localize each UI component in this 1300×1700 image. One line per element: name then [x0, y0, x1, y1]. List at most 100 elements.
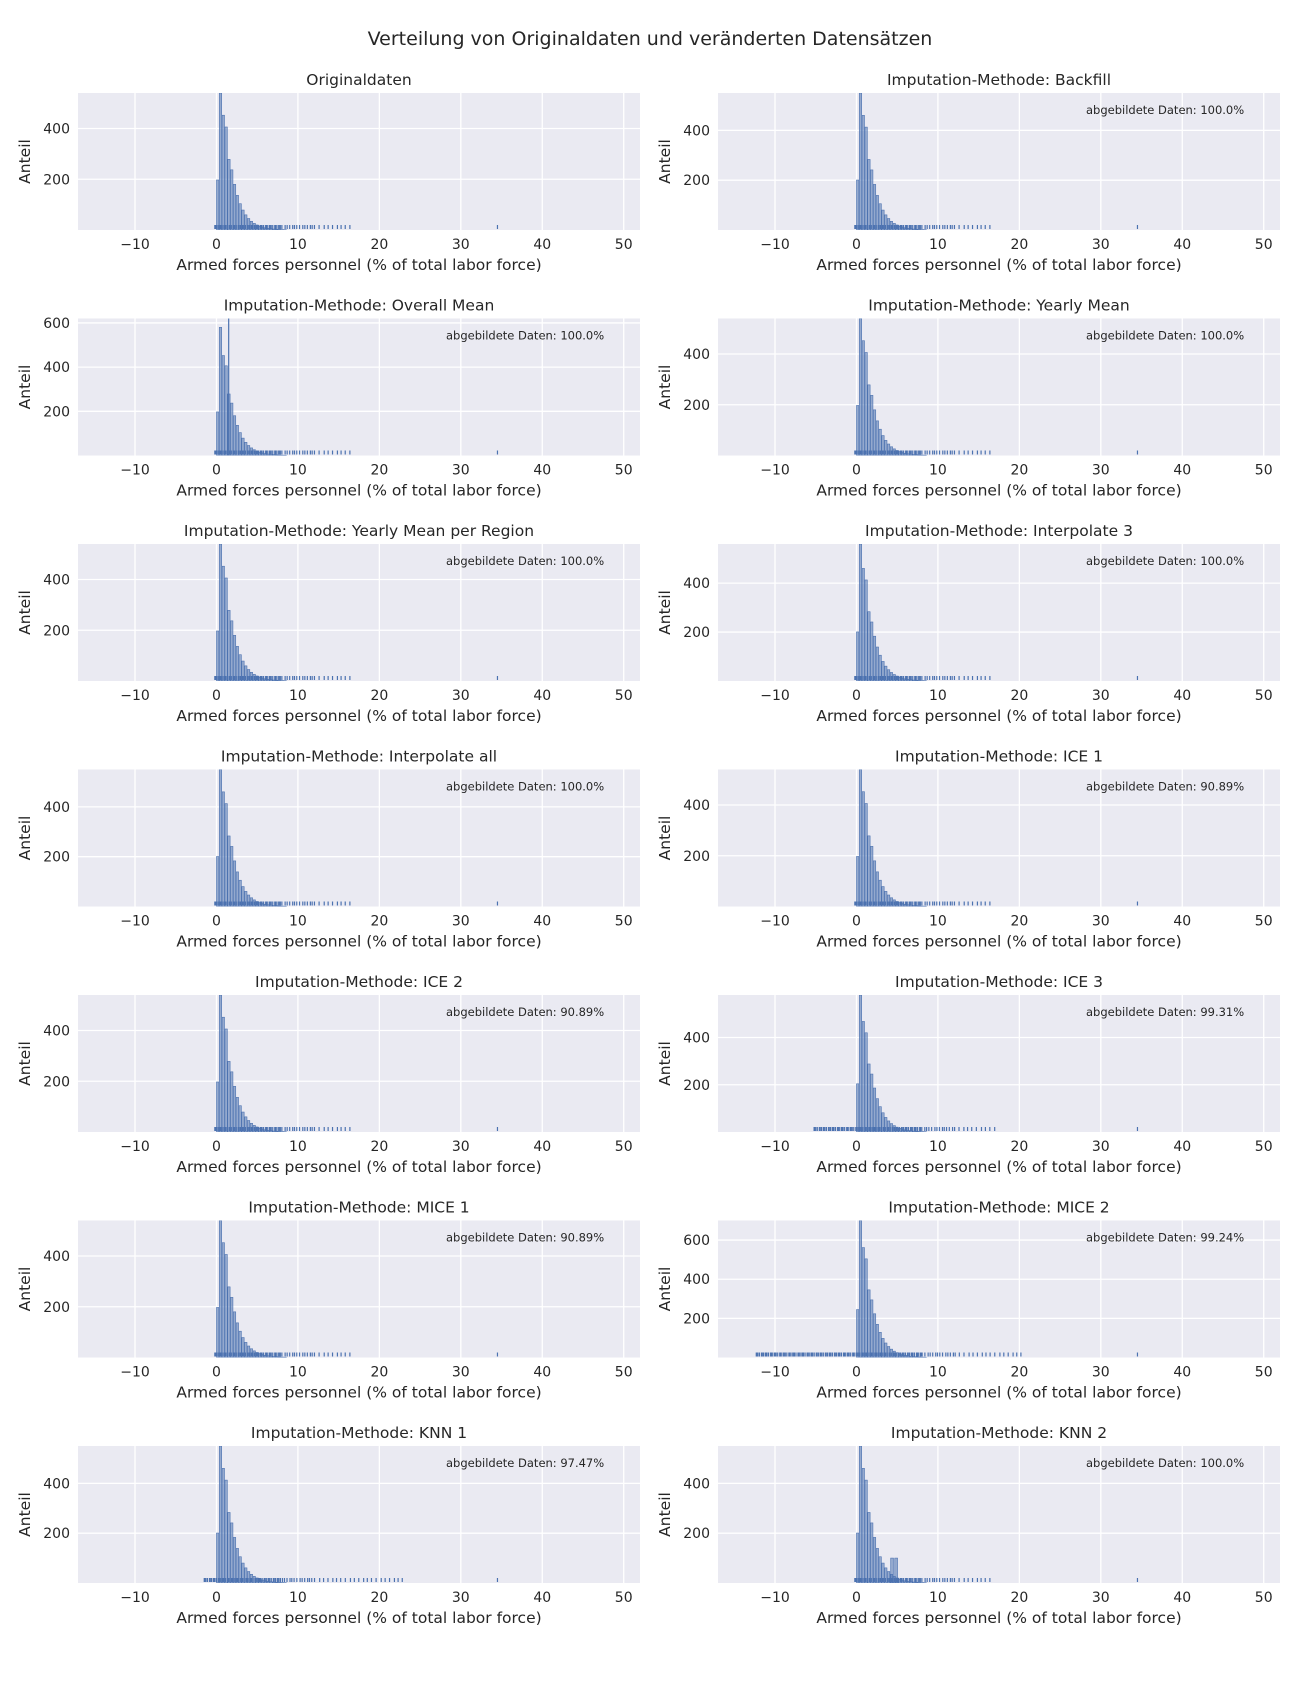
histogram-bar	[272, 1581, 276, 1583]
x-tick-label: −10	[760, 914, 790, 930]
histogram-bar	[241, 437, 245, 456]
y-tick-label: 200	[683, 398, 710, 414]
x-tick-label: 50	[615, 237, 633, 253]
histogram-bar	[216, 630, 220, 681]
x-tick-label: 20	[1010, 914, 1028, 930]
histogram-bar	[884, 1567, 888, 1583]
data-coverage-annotation: abgebildete Daten: 100.0%	[1086, 103, 1244, 117]
x-tick-label: 0	[212, 1139, 221, 1155]
histogram-bar	[917, 229, 921, 230]
y-tick-label: 200	[683, 1078, 710, 1094]
y-axis-label: Anteil	[656, 139, 674, 184]
histogram-bar	[912, 228, 916, 230]
histogram-bar	[235, 425, 239, 456]
y-axis-label: Anteil	[16, 139, 34, 184]
rug-plot	[755, 1352, 1139, 1357]
histogram-bar	[894, 1557, 898, 1583]
y-tick-label: 400	[43, 800, 70, 816]
x-tick-label: 10	[929, 914, 947, 930]
x-tick-label: 20	[370, 237, 388, 253]
histogram-bar	[912, 679, 916, 681]
histogram-bar	[238, 1330, 242, 1358]
y-axis-label: Anteil	[16, 590, 34, 635]
x-tick-label: 50	[1255, 1365, 1273, 1381]
histogram-bar	[873, 409, 877, 456]
x-axis-label: Armed forces personnel (% of total labor…	[176, 1384, 541, 1402]
x-tick-label: −10	[120, 688, 150, 704]
y-tick-label: 200	[683, 173, 710, 189]
x-axis-label: Armed forces personnel (% of total labor…	[176, 707, 541, 725]
rug-plot	[854, 901, 1139, 906]
x-axis-label: Armed forces personnel (% of total labor…	[176, 1158, 541, 1176]
histogram-bar	[221, 1468, 225, 1583]
histogram-bar	[247, 445, 251, 456]
plot-area	[78, 995, 640, 1132]
histogram-bar	[233, 415, 237, 456]
x-tick-label: 50	[615, 463, 633, 479]
x-axis-label: Armed forces personnel (% of total labor…	[816, 1609, 1181, 1627]
plot-area	[718, 1446, 1280, 1583]
histogram-bar	[238, 1556, 242, 1583]
x-axis-label: Armed forces personnel (% of total labor…	[176, 1609, 541, 1627]
data-coverage-annotation: abgebildete Daten: 99.24%	[1086, 1231, 1244, 1245]
x-axis-label: Armed forces personnel (% of total labor…	[816, 1158, 1181, 1176]
histogram-bar	[227, 1061, 231, 1132]
histogram-bar	[881, 661, 885, 681]
x-tick-label: 20	[370, 688, 388, 704]
subplot-title: Imputation-Methode: KNN 2	[891, 1424, 1107, 1442]
histogram-bars	[856, 1220, 927, 1358]
x-tick-label: −10	[120, 237, 150, 253]
histogram-bar	[277, 680, 281, 681]
subplot-8: −10 0 10 20 30 40 50 200 400 Imputation-Methode: …	[656, 748, 1280, 951]
histogram-bar	[867, 1063, 871, 1132]
histogram-bars	[216, 995, 287, 1132]
histogram-bar	[917, 1356, 921, 1358]
histogram-bar	[235, 646, 239, 681]
subplot-4: −10 0 10 20 30 40 50 200 400 Imputation-Methode: …	[656, 297, 1280, 500]
histogram-bar	[218, 769, 222, 907]
data-coverage-annotation: abgebildete Daten: 97.47%	[446, 1456, 604, 1470]
plot-area	[78, 1220, 640, 1358]
x-tick-label: 30	[452, 463, 470, 479]
histogram-bar	[241, 886, 245, 907]
histogram-bar	[878, 879, 882, 907]
subplot-title: Imputation-Methode: Yearly Mean	[868, 297, 1129, 315]
histogram-bar	[856, 1309, 860, 1358]
histogram-bar	[241, 209, 245, 230]
y-tick-label: 200	[43, 1074, 70, 1090]
x-tick-label: 40	[1173, 914, 1191, 930]
rug-plot	[854, 225, 1139, 229]
plot-area	[718, 544, 1280, 681]
x-tick-label: 40	[1173, 1365, 1191, 1381]
x-tick-label: 50	[615, 1590, 633, 1606]
x-tick-label: 0	[212, 463, 221, 479]
rug-plot	[854, 1578, 1139, 1582]
y-tick-label: 400	[43, 360, 70, 376]
y-axis-label: Anteil	[16, 365, 34, 410]
histogram-bar	[884, 214, 888, 230]
histogram-bar	[878, 1556, 882, 1583]
x-tick-label: 40	[1173, 1590, 1191, 1606]
histogram-bar	[881, 1112, 885, 1132]
histogram-bar	[277, 1356, 281, 1358]
x-tick-label: −10	[120, 914, 150, 930]
histogram-bar	[875, 871, 879, 907]
x-tick-label: 30	[1092, 914, 1110, 930]
x-tick-label: 30	[452, 237, 470, 253]
y-tick-label: 200	[43, 404, 70, 420]
histogram-bar	[272, 679, 276, 681]
x-tick-label: 20	[1010, 688, 1028, 704]
x-tick-label: 50	[615, 688, 633, 704]
histogram-bar	[878, 428, 882, 456]
histogram-bar	[230, 402, 234, 456]
x-tick-label: 10	[929, 1590, 947, 1606]
histogram-bar	[858, 1220, 862, 1358]
histogram-bar	[912, 454, 916, 456]
x-tick-label: 20	[1010, 1590, 1028, 1606]
x-tick-label: −10	[760, 463, 790, 479]
x-tick-label: 30	[1092, 1139, 1110, 1155]
histogram-bar	[870, 621, 874, 681]
plot-area	[718, 93, 1280, 230]
histogram-bar	[864, 579, 868, 681]
